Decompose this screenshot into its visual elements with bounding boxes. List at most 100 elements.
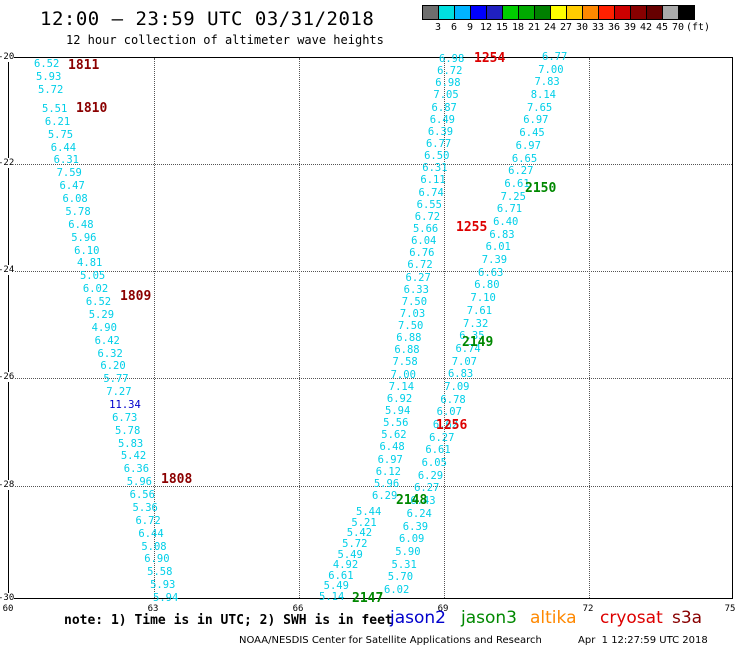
wave-height-value: 6.80 xyxy=(474,279,500,292)
wave-height-value: 7.83 xyxy=(534,76,560,89)
wave-height-value: 6.73 xyxy=(112,411,138,424)
wave-height-value: 6.52 xyxy=(85,296,112,309)
grid-line-x-69 xyxy=(444,58,445,598)
wave-height-value: 6.44 xyxy=(50,141,77,154)
wave-height-value: 7.05 xyxy=(433,89,459,102)
wave-height-value: 6.97 xyxy=(523,114,549,127)
legend-swatch xyxy=(518,5,535,20)
pass-label-2150: 2150 xyxy=(525,181,557,196)
wave-height-value: 5.58 xyxy=(147,566,173,579)
wave-height-value: 6.98 xyxy=(439,53,465,65)
legend-label: 39 xyxy=(623,22,637,33)
x-tick-label: 63 xyxy=(147,604,159,614)
legend-swatch xyxy=(438,5,455,20)
grid-line-x-72 xyxy=(589,58,590,598)
wave-height-value: 7.03 xyxy=(399,307,426,320)
wave-height-value: 5.83 xyxy=(117,437,144,450)
wave-height-value: 6.77 xyxy=(542,51,568,63)
wave-height-value: 5.29 xyxy=(88,308,115,321)
wave-height-value: 6.01 xyxy=(485,241,511,254)
wave-height-value: 6.39 xyxy=(427,125,454,138)
wave-height-value: 7.14 xyxy=(388,380,415,393)
wave-height-value: 6.04 xyxy=(411,235,437,248)
legend-swatch xyxy=(678,5,695,20)
x-tick-label: 69 xyxy=(437,604,449,614)
wave-height-value: 5.70 xyxy=(387,571,414,584)
wave-height-value: 5.44 xyxy=(356,506,382,518)
wave-height-value: 7.50 xyxy=(401,295,428,308)
wave-height-value: 5.90 xyxy=(395,545,421,558)
y-tick-label: -24 xyxy=(0,265,15,275)
x-tick-label: 60 xyxy=(2,604,14,614)
legend-label: 18 xyxy=(511,22,525,33)
wave-height-value: 7.10 xyxy=(470,292,496,305)
wave-height-value: 6.09 xyxy=(399,533,425,546)
wave-height-value: 6.12 xyxy=(375,465,402,478)
color-legend-labels: 3 6 9 12 15 18 21 24 27 30 33 36 39 42 45 70 (ft) xyxy=(422,22,740,36)
wave-height-value: 5.72 xyxy=(342,537,368,550)
legend-label: 9 xyxy=(466,22,474,33)
wave-height-value: 6.90 xyxy=(144,553,170,566)
map-subtitle: 12 hour collection of altimeter wave hei… xyxy=(66,33,384,47)
wave-height-value: 7.58 xyxy=(392,356,418,369)
legend-label: 24 xyxy=(543,22,557,33)
wave-height-value: 7.61 xyxy=(466,304,493,317)
wave-height-value: 6.21 xyxy=(44,115,71,128)
legend-label: 70 xyxy=(671,22,685,33)
pass-label-1809: 1809 xyxy=(120,289,152,304)
wave-height-value: 6.61 xyxy=(328,569,354,582)
wave-height-value: 6.72 xyxy=(414,210,441,223)
legend-label: 45 xyxy=(655,22,669,33)
wave-height-value: 4.92 xyxy=(332,559,359,572)
wave-height-value: 4.90 xyxy=(91,321,117,334)
grid-line-y-28 xyxy=(9,486,732,487)
wave-height-value: 6.33 xyxy=(403,283,429,296)
wave-height-value: 7.32 xyxy=(463,317,489,330)
wave-height-value: 5.14 xyxy=(319,591,345,603)
x-tick-label: 66 xyxy=(292,604,304,614)
wave-height-value: 5.77 xyxy=(103,373,129,386)
y-tick-label: -20 xyxy=(0,52,15,62)
legend-swatch xyxy=(486,5,503,20)
x-tick-label: 75 xyxy=(724,604,736,614)
wave-height-value: 6.92 xyxy=(386,392,413,405)
wave-height-value: 6.98 xyxy=(435,77,461,90)
wave-height-value: 6.71 xyxy=(496,203,523,216)
wave-height-value: 5.96 xyxy=(126,476,152,489)
wave-height-value: 5.78 xyxy=(115,424,141,437)
pass-label-1256: 1256 xyxy=(436,418,468,433)
grid-line-x-63 xyxy=(154,58,155,598)
wave-height-value: 7.65 xyxy=(526,101,553,114)
wave-height-value: 11.34 xyxy=(109,398,141,411)
wave-height-value: 6.78 xyxy=(440,393,466,406)
wave-height-value: 6.74 xyxy=(418,186,444,199)
wave-height-value: 7.59 xyxy=(56,167,82,180)
wave-height-value: 6.31 xyxy=(422,162,448,175)
pass-label-2149: 2149 xyxy=(462,335,494,350)
pass-label-2147: 2147 xyxy=(352,591,384,606)
satellite-jason2: jason2 xyxy=(390,608,446,628)
wave-height-value: 6.76 xyxy=(409,247,435,260)
wave-height-value: 6.88 xyxy=(394,344,420,357)
wave-height-value: 5.94 xyxy=(153,592,179,604)
wave-height-value: 5.49 xyxy=(337,548,363,561)
legend-swatch xyxy=(566,5,583,20)
wave-height-value: 6.29 xyxy=(417,469,444,482)
wave-height-value: 6.72 xyxy=(437,65,463,78)
wave-height-value: 5.62 xyxy=(381,429,407,442)
map-plot-area xyxy=(8,57,733,599)
legend-label: 3 xyxy=(434,22,442,33)
wave-height-value: 5.96 xyxy=(71,231,97,244)
wave-height-value: 6.61 xyxy=(504,177,530,190)
legend-label: 33 xyxy=(591,22,605,33)
wave-height-value: 6.10 xyxy=(74,244,100,257)
satellite-jason3: jason3 xyxy=(461,608,517,628)
legend-swatch xyxy=(598,5,615,20)
wave-height-value: 6.07 xyxy=(436,406,462,419)
legend-swatch xyxy=(646,5,663,20)
wave-height-value: 5.93 xyxy=(150,579,176,592)
legend-swatch xyxy=(534,5,551,20)
wave-height-value: 6.02 xyxy=(384,584,410,596)
wave-height-value: 6.55 xyxy=(416,198,442,211)
wave-height-value: 6.44 xyxy=(138,527,164,540)
